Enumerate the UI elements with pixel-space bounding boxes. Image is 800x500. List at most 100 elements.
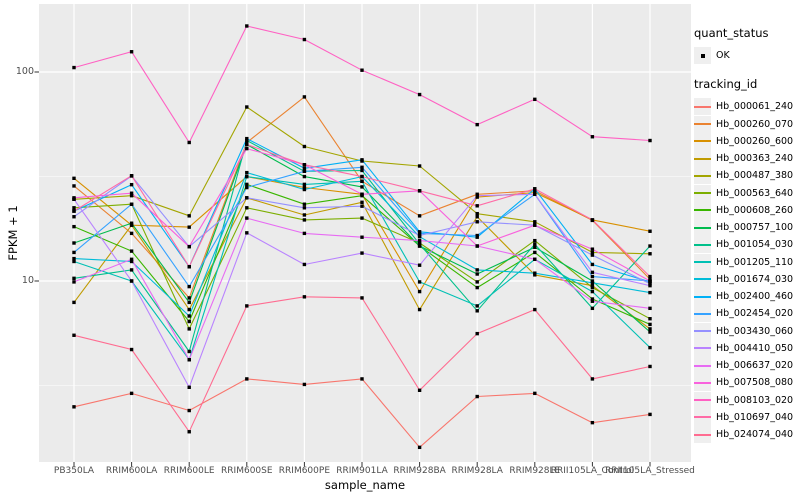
data-point bbox=[533, 257, 537, 262]
data-point bbox=[533, 97, 537, 102]
data-point bbox=[302, 169, 307, 173]
data-point bbox=[417, 289, 422, 294]
data-point bbox=[360, 296, 364, 300]
data-point bbox=[417, 92, 422, 97]
legend-item-label: Hb_000563_640 bbox=[716, 187, 794, 199]
data-point bbox=[302, 187, 307, 192]
legend-item: Hb_002400_460 bbox=[694, 288, 800, 306]
data-point bbox=[245, 216, 249, 220]
legend-line-swatch bbox=[694, 219, 711, 237]
data-point bbox=[245, 377, 249, 381]
data-point bbox=[129, 257, 134, 262]
legend-item: Hb_000363_240 bbox=[694, 150, 800, 168]
data-point bbox=[590, 297, 595, 301]
legend-item-label: Hb_001674_030 bbox=[716, 273, 794, 285]
data-point bbox=[360, 185, 364, 189]
data-point bbox=[648, 279, 652, 283]
y-tick-label-100: 100 bbox=[15, 66, 34, 77]
data-point bbox=[533, 187, 537, 191]
data-point bbox=[129, 259, 134, 264]
legend-item-label: Hb_000061_240 bbox=[716, 101, 794, 113]
data-point bbox=[129, 50, 134, 54]
legend-line-swatch bbox=[694, 253, 711, 271]
data-point bbox=[648, 244, 652, 248]
data-point bbox=[187, 300, 191, 305]
x-tick-label: RRIM600LE bbox=[163, 466, 215, 476]
x-tick-label: RRIM600LA bbox=[105, 466, 158, 476]
data-point bbox=[245, 24, 249, 28]
legend-line-swatch bbox=[694, 201, 711, 219]
legend-item: Hb_006637_020 bbox=[694, 357, 800, 375]
data-point bbox=[475, 331, 479, 336]
y-axis-title: FPKM + 1 bbox=[6, 205, 20, 261]
data-point bbox=[533, 223, 537, 227]
data-point bbox=[129, 202, 134, 206]
data-point bbox=[533, 391, 537, 396]
swatch-line-icon bbox=[694, 433, 711, 436]
data-point bbox=[648, 282, 652, 286]
data-point bbox=[245, 136, 249, 141]
swatch-line-icon bbox=[694, 381, 711, 384]
data-point bbox=[302, 382, 307, 387]
data-point bbox=[129, 347, 134, 352]
data-point bbox=[360, 179, 364, 183]
data-point bbox=[648, 345, 652, 350]
data-point bbox=[302, 231, 307, 236]
data-point bbox=[72, 405, 76, 409]
swatch-line-icon bbox=[694, 347, 711, 350]
data-point bbox=[590, 135, 595, 139]
legend-item-label: Hb_008103_020 bbox=[716, 394, 794, 406]
swatch-line-icon bbox=[694, 243, 711, 246]
data-point bbox=[129, 391, 134, 396]
data-point bbox=[302, 95, 307, 99]
legend-line-swatch bbox=[694, 408, 711, 426]
swatch-line-icon bbox=[694, 295, 711, 298]
swatch-line-icon bbox=[694, 364, 711, 367]
legend-item-label: Hb_001205_110 bbox=[716, 256, 794, 268]
swatch-line-icon bbox=[694, 416, 711, 419]
legend-item: Hb_024074_040 bbox=[694, 426, 800, 444]
x-tick-label: RRIM600PE bbox=[278, 466, 330, 476]
data-point bbox=[129, 279, 134, 283]
data-point bbox=[475, 211, 479, 216]
data-point bbox=[72, 65, 76, 70]
legend-item-label: Hb_004410_050 bbox=[716, 342, 794, 354]
data-point bbox=[360, 168, 364, 173]
legend-line-swatch bbox=[694, 184, 711, 202]
data-point bbox=[360, 204, 364, 208]
data-point bbox=[302, 144, 307, 149]
data-point bbox=[187, 385, 191, 390]
data-point bbox=[475, 215, 479, 219]
data-point bbox=[360, 235, 364, 239]
data-point bbox=[302, 185, 307, 190]
legend-item: Hb_004410_050 bbox=[694, 339, 800, 357]
data-point bbox=[302, 37, 307, 42]
legend-item: Hb_001674_030 bbox=[694, 270, 800, 288]
swatch-line-icon bbox=[694, 140, 711, 143]
legend-line-swatch bbox=[694, 167, 711, 185]
data-point bbox=[417, 233, 422, 238]
data-point bbox=[590, 283, 595, 288]
data-point bbox=[475, 244, 479, 248]
data-point bbox=[187, 358, 191, 362]
data-point bbox=[475, 309, 479, 313]
data-point bbox=[245, 105, 249, 109]
data-point bbox=[245, 170, 249, 175]
data-point bbox=[187, 430, 191, 434]
data-point bbox=[302, 163, 307, 167]
data-point bbox=[590, 279, 595, 283]
data-point bbox=[187, 314, 191, 318]
swatch-line-icon bbox=[694, 157, 711, 160]
data-point bbox=[129, 191, 134, 195]
data-point bbox=[590, 289, 595, 294]
data-point bbox=[245, 174, 249, 179]
legend-item: Hb_000487_380 bbox=[694, 167, 800, 185]
swatch-line-icon bbox=[694, 399, 711, 402]
legend-line-swatch bbox=[694, 236, 711, 254]
legend-line-swatch bbox=[694, 98, 711, 116]
data-point bbox=[590, 377, 595, 381]
legend-item: Hb_000061_240 bbox=[694, 98, 800, 116]
legend-line-swatch bbox=[694, 270, 711, 288]
